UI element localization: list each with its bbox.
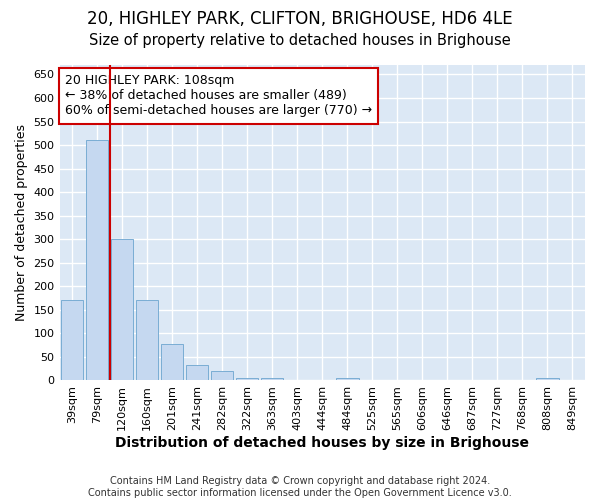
Bar — [61, 300, 83, 380]
Bar — [136, 300, 158, 380]
Bar — [186, 366, 208, 380]
Y-axis label: Number of detached properties: Number of detached properties — [15, 124, 28, 321]
Bar — [161, 344, 184, 380]
Bar — [211, 371, 233, 380]
Bar — [236, 378, 259, 380]
Text: 20, HIGHLEY PARK, CLIFTON, BRIGHOUSE, HD6 4LE: 20, HIGHLEY PARK, CLIFTON, BRIGHOUSE, HD… — [87, 10, 513, 28]
Bar — [336, 378, 359, 380]
Text: Contains HM Land Registry data © Crown copyright and database right 2024.
Contai: Contains HM Land Registry data © Crown c… — [88, 476, 512, 498]
Bar — [261, 378, 283, 380]
Bar — [86, 140, 109, 380]
Bar — [111, 239, 133, 380]
Text: Size of property relative to detached houses in Brighouse: Size of property relative to detached ho… — [89, 32, 511, 48]
Text: 20 HIGHLEY PARK: 108sqm
← 38% of detached houses are smaller (489)
60% of semi-d: 20 HIGHLEY PARK: 108sqm ← 38% of detache… — [65, 74, 372, 118]
X-axis label: Distribution of detached houses by size in Brighouse: Distribution of detached houses by size … — [115, 436, 529, 450]
Bar — [536, 378, 559, 380]
